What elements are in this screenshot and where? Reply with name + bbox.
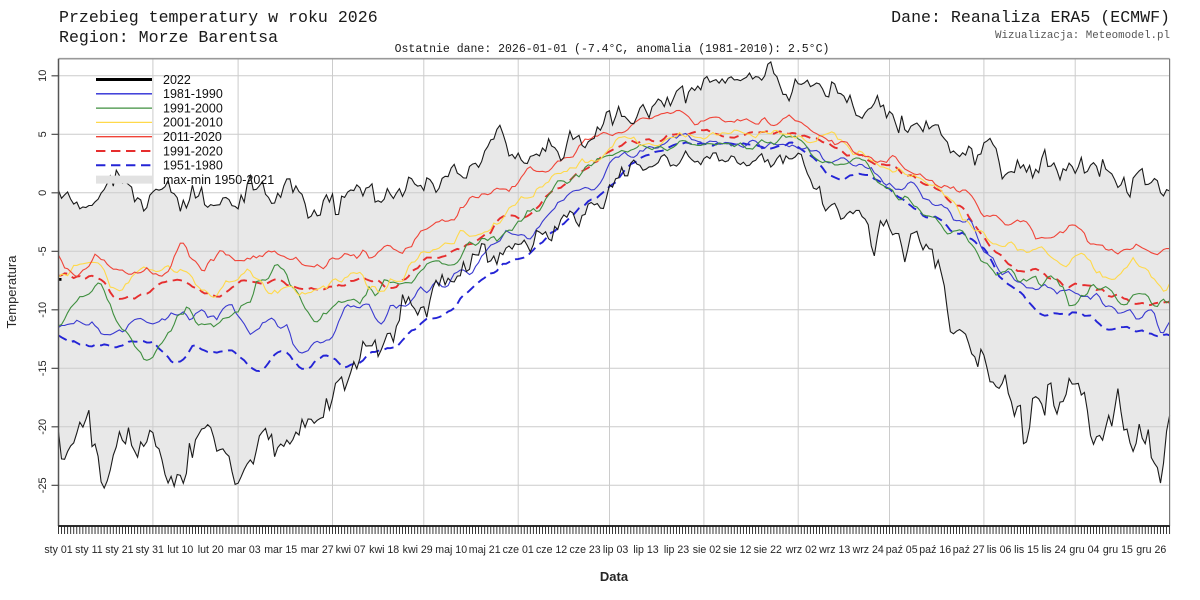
svg-text:sie 02: sie 02 [693,544,721,556]
svg-text:sty 11: sty 11 [75,544,103,556]
svg-text:lut 20: lut 20 [198,544,224,556]
svg-text:Wizualizacja: Meteomodel.pl: Wizualizacja: Meteomodel.pl [995,30,1170,42]
svg-text:1991-2000: 1991-2000 [163,101,223,115]
svg-text:-15: -15 [37,360,49,376]
svg-text:0: 0 [37,190,49,196]
svg-text:cze 01: cze 01 [503,544,534,556]
svg-text:lis 24: lis 24 [1042,544,1067,556]
svg-text:sty 31: sty 31 [136,544,164,556]
svg-text:1991-2020: 1991-2020 [163,144,223,158]
svg-text:Dane: Reanaliza ERA5 (ECMWF): Dane: Reanaliza ERA5 (ECMWF) [891,8,1170,27]
svg-text:1981-1990: 1981-1990 [163,87,223,101]
svg-text:2001-2010: 2001-2010 [163,116,223,130]
svg-text:maj 21: maj 21 [469,544,501,556]
svg-text:gru 04: gru 04 [1069,544,1099,556]
svg-text:2011-2020: 2011-2020 [163,130,222,144]
svg-text:sie 22: sie 22 [754,544,782,556]
svg-text:max-min 1950-2021: max-min 1950-2021 [163,173,274,187]
svg-text:10: 10 [37,70,49,82]
svg-text:kwi 18: kwi 18 [369,544,399,556]
svg-text:-25: -25 [37,477,49,493]
svg-text:lis 06: lis 06 [987,544,1012,556]
svg-text:5: 5 [37,131,49,137]
svg-text:sie 12: sie 12 [723,544,751,556]
svg-text:cze 12: cze 12 [536,544,567,556]
svg-text:sty 01: sty 01 [44,544,72,556]
svg-text:1951-1980: 1951-1980 [163,159,223,173]
svg-text:paź 05: paź 05 [886,544,918,556]
svg-text:lis 15: lis 15 [1014,544,1039,556]
svg-text:Data: Data [600,569,629,584]
svg-text:paź 16: paź 16 [919,544,951,556]
svg-text:gru 15: gru 15 [1103,544,1133,556]
svg-text:sty 21: sty 21 [105,544,133,556]
svg-text:lut 10: lut 10 [167,544,193,556]
svg-text:mar 27: mar 27 [301,544,334,556]
svg-text:gru 26: gru 26 [1136,544,1166,556]
svg-text:wrz 02: wrz 02 [785,544,817,556]
svg-text:wrz 24: wrz 24 [852,544,884,556]
svg-text:lip 23: lip 23 [664,544,689,556]
svg-text:kwi 29: kwi 29 [403,544,433,556]
svg-text:-10: -10 [37,302,49,318]
svg-text:Region: Morze Barentsa: Region: Morze Barentsa [59,28,278,47]
svg-text:-20: -20 [37,419,49,435]
svg-text:2022: 2022 [163,73,191,87]
svg-text:Temperatura: Temperatura [4,255,19,329]
svg-text:paź 27: paź 27 [953,544,985,556]
svg-text:wrz 13: wrz 13 [818,544,850,556]
svg-text:lip 03: lip 03 [603,544,628,556]
svg-text:kwi 07: kwi 07 [336,544,366,556]
svg-text:maj 10: maj 10 [435,544,467,556]
svg-text:lip 13: lip 13 [633,544,658,556]
svg-text:mar 15: mar 15 [264,544,297,556]
svg-text:Ostatnie dane: 2026-01-01 (-7.: Ostatnie dane: 2026-01-01 (-7.4°C, anoma… [395,43,830,56]
svg-text:cze 23: cze 23 [569,544,600,556]
svg-text:Przebieg temperatury w roku 20: Przebieg temperatury w roku 2026 [59,8,378,27]
svg-text:mar 03: mar 03 [228,544,261,556]
svg-text:-5: -5 [37,246,49,256]
